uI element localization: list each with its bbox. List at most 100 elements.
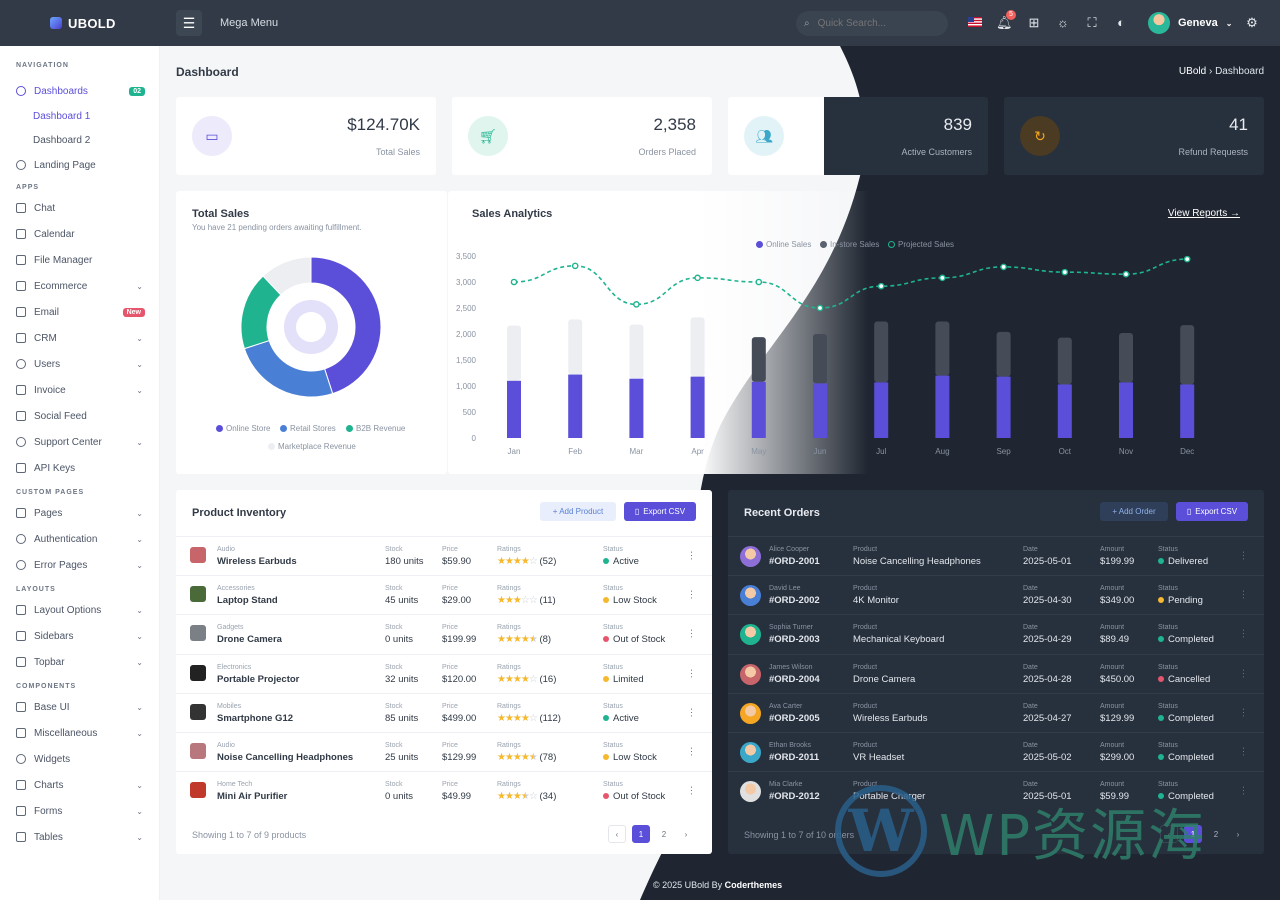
product-name[interactable]: Laptop Stand [217, 595, 278, 607]
row-actions-icon[interactable]: ⋯ [685, 707, 697, 718]
bar-instore[interactable] [629, 324, 644, 379]
projected-point[interactable] [877, 282, 885, 290]
sidebar-item-chat[interactable]: Chat [0, 195, 159, 221]
palette-icon[interactable]: ◐ [1117, 15, 1125, 30]
product-name[interactable]: Portable Projector [217, 673, 300, 685]
sidebar-item-invoice[interactable]: Invoice ⌄ [0, 377, 159, 403]
row-actions-icon[interactable]: ⋯ [685, 746, 697, 757]
bar-online[interactable] [1119, 382, 1133, 438]
app-logo[interactable]: UBOLD [0, 0, 160, 46]
pagination-page-2[interactable]: 2 [661, 829, 667, 839]
row-actions-icon[interactable]: ⋯ [685, 785, 697, 796]
sidebar-item-landing[interactable]: Landing Page [0, 152, 159, 178]
sidebar-item-errors[interactable]: Error Pages ⌄ [0, 552, 159, 578]
sidebar-item-email[interactable]: Email New [0, 299, 159, 325]
sidebar-item-dashboards[interactable]: Dashboards 02 [0, 78, 159, 104]
table-row[interactable]: Mobiles Smartphone G12 Stock 85 units Pric… [176, 692, 712, 732]
row-actions-icon[interactable]: ⋯ [685, 550, 697, 561]
table-row[interactable]: Ethan Brooks #ORD-2011 Product VR Headset … [728, 732, 1264, 771]
fullscreen-icon[interactable]: ⛶ [1087, 15, 1097, 30]
product-name[interactable]: Drone Camera [217, 634, 282, 646]
bar-online[interactable] [874, 382, 889, 438]
sidebar-item-widgets[interactable]: Widgets [0, 746, 159, 772]
pagination-next[interactable]: › [684, 829, 688, 839]
table-row[interactable]: Audio Wireless Earbuds Stock 180 units Pri… [176, 536, 712, 575]
pagination-prev[interactable]: ‹ [1160, 825, 1178, 843]
order-id[interactable]: #ORD-2004 [769, 673, 820, 685]
table-row[interactable]: Ava Carter #ORD-2005 Product Wireless Earb… [728, 692, 1264, 732]
projected-point[interactable] [939, 274, 946, 282]
add-order-button[interactable]: + Add Order [1100, 502, 1168, 521]
bar-online[interactable] [690, 376, 705, 438]
sidebar-item-crm[interactable]: CRM ⌄ [0, 325, 159, 351]
breadcrumb-root[interactable]: UBold [1178, 66, 1207, 77]
bar-instore[interactable] [507, 325, 521, 381]
sidebar-item-misc[interactable]: Miscellaneous ⌄ [0, 720, 159, 746]
bar-instore[interactable] [1057, 337, 1072, 385]
bar-online[interactable] [629, 378, 644, 438]
pagination-page-2[interactable]: 2 [1213, 829, 1219, 839]
bar-online[interactable] [935, 375, 950, 438]
flag-icon[interactable] [967, 15, 983, 31]
sidebar-item-pages[interactable]: Pages ⌄ [0, 500, 159, 526]
export-csv-button[interactable]: ▯ Export CSV [1176, 502, 1248, 521]
pagination-next[interactable]: › [1236, 829, 1240, 839]
settings-gear-icon[interactable]: ⚙ [1246, 15, 1258, 30]
projected-point[interactable] [816, 304, 824, 312]
bar-online[interactable] [813, 383, 827, 438]
projected-point[interactable] [1000, 263, 1007, 271]
user-menu[interactable]: Geneva ⌄ [1148, 12, 1232, 34]
table-row[interactable]: Accessories Laptop Stand Stock 45 units Pr… [176, 575, 712, 614]
projected-point[interactable] [571, 262, 579, 270]
menu-toggle-button[interactable]: ☰ [176, 10, 202, 36]
bar-online[interactable] [568, 374, 583, 438]
sidebar-subitem-dashboard-1[interactable]: Dashboard 1 [33, 110, 91, 122]
sidebar-item-ecommerce[interactable]: Ecommerce ⌄ [0, 273, 159, 299]
row-actions-icon[interactable]: ⋯ [1237, 707, 1249, 718]
projected-point[interactable] [633, 301, 640, 308]
bar-instore[interactable] [874, 321, 889, 383]
sidebar-item-authentication[interactable]: Authentication ⌄ [0, 526, 159, 552]
bar-online[interactable] [1180, 384, 1195, 438]
sidebar-item-base-ui[interactable]: Base UI ⌄ [0, 694, 159, 720]
add-product-button[interactable]: + Add Product [540, 502, 616, 521]
order-id[interactable]: #ORD-2002 [769, 595, 820, 607]
bar-online[interactable] [751, 381, 766, 438]
theme-toggle-icon[interactable]: ☼ [1057, 15, 1069, 30]
bar-instore[interactable] [935, 321, 950, 376]
donut-slice[interactable] [310, 256, 382, 395]
order-id[interactable]: #ORD-2001 [769, 556, 820, 567]
sidebar-item-charts[interactable]: Charts ⌄ [0, 772, 159, 798]
projected-point[interactable] [510, 278, 518, 286]
bar-instore[interactable] [996, 331, 1011, 377]
product-name[interactable]: Smartphone G12 [217, 712, 294, 724]
projected-point[interactable] [694, 274, 701, 282]
search-input[interactable] [817, 18, 928, 29]
sidebar-item-layout-options[interactable]: Layout Options ⌄ [0, 597, 159, 623]
apps-grid-icon[interactable]: ⊞ [1028, 15, 1040, 30]
row-actions-icon[interactable]: ⋯ [1237, 589, 1249, 600]
pagination-page-1[interactable]: 1 [1184, 825, 1202, 843]
sidebar-item-users[interactable]: Users ⌄ [0, 351, 159, 377]
projected-point[interactable] [1122, 270, 1130, 278]
table-row[interactable]: Electronics Portable Projector Stock 32 un… [176, 653, 712, 693]
table-row[interactable]: Mia Clarke #ORD-2012 Product Portable Char… [728, 771, 1264, 810]
bar-instore[interactable] [813, 334, 827, 384]
bar-instore[interactable] [1119, 332, 1133, 383]
product-name[interactable]: Mini Air Purifier [217, 791, 288, 803]
row-actions-icon[interactable]: ⋯ [685, 628, 697, 639]
search-box[interactable]: ⌕ [796, 11, 948, 36]
sidebar-item-forms[interactable]: Forms ⌄ [0, 798, 159, 824]
bar-instore[interactable] [1180, 325, 1195, 385]
row-actions-icon[interactable]: ⋯ [1237, 550, 1249, 561]
pagination-prev[interactable]: ‹ [608, 825, 626, 843]
sidebar-subitem-dashboard-2[interactable]: Dashboard 2 [33, 134, 91, 146]
product-name[interactable]: Wireless Earbuds [217, 556, 297, 567]
table-row[interactable]: David Lee #ORD-2002 Product 4K Monitor Dat… [728, 575, 1264, 614]
row-actions-icon[interactable]: ⋯ [685, 589, 697, 600]
table-row[interactable]: James Wilson #ORD-2004 Product Drone Camer… [728, 653, 1264, 693]
bar-instore[interactable] [751, 337, 766, 382]
product-name[interactable]: Noise Cancelling Headphones [217, 752, 354, 763]
sidebar-item-file-manager[interactable]: File Manager [0, 247, 159, 273]
table-row[interactable]: Gadgets Drone Camera Stock 0 units Price $1… [176, 614, 712, 653]
